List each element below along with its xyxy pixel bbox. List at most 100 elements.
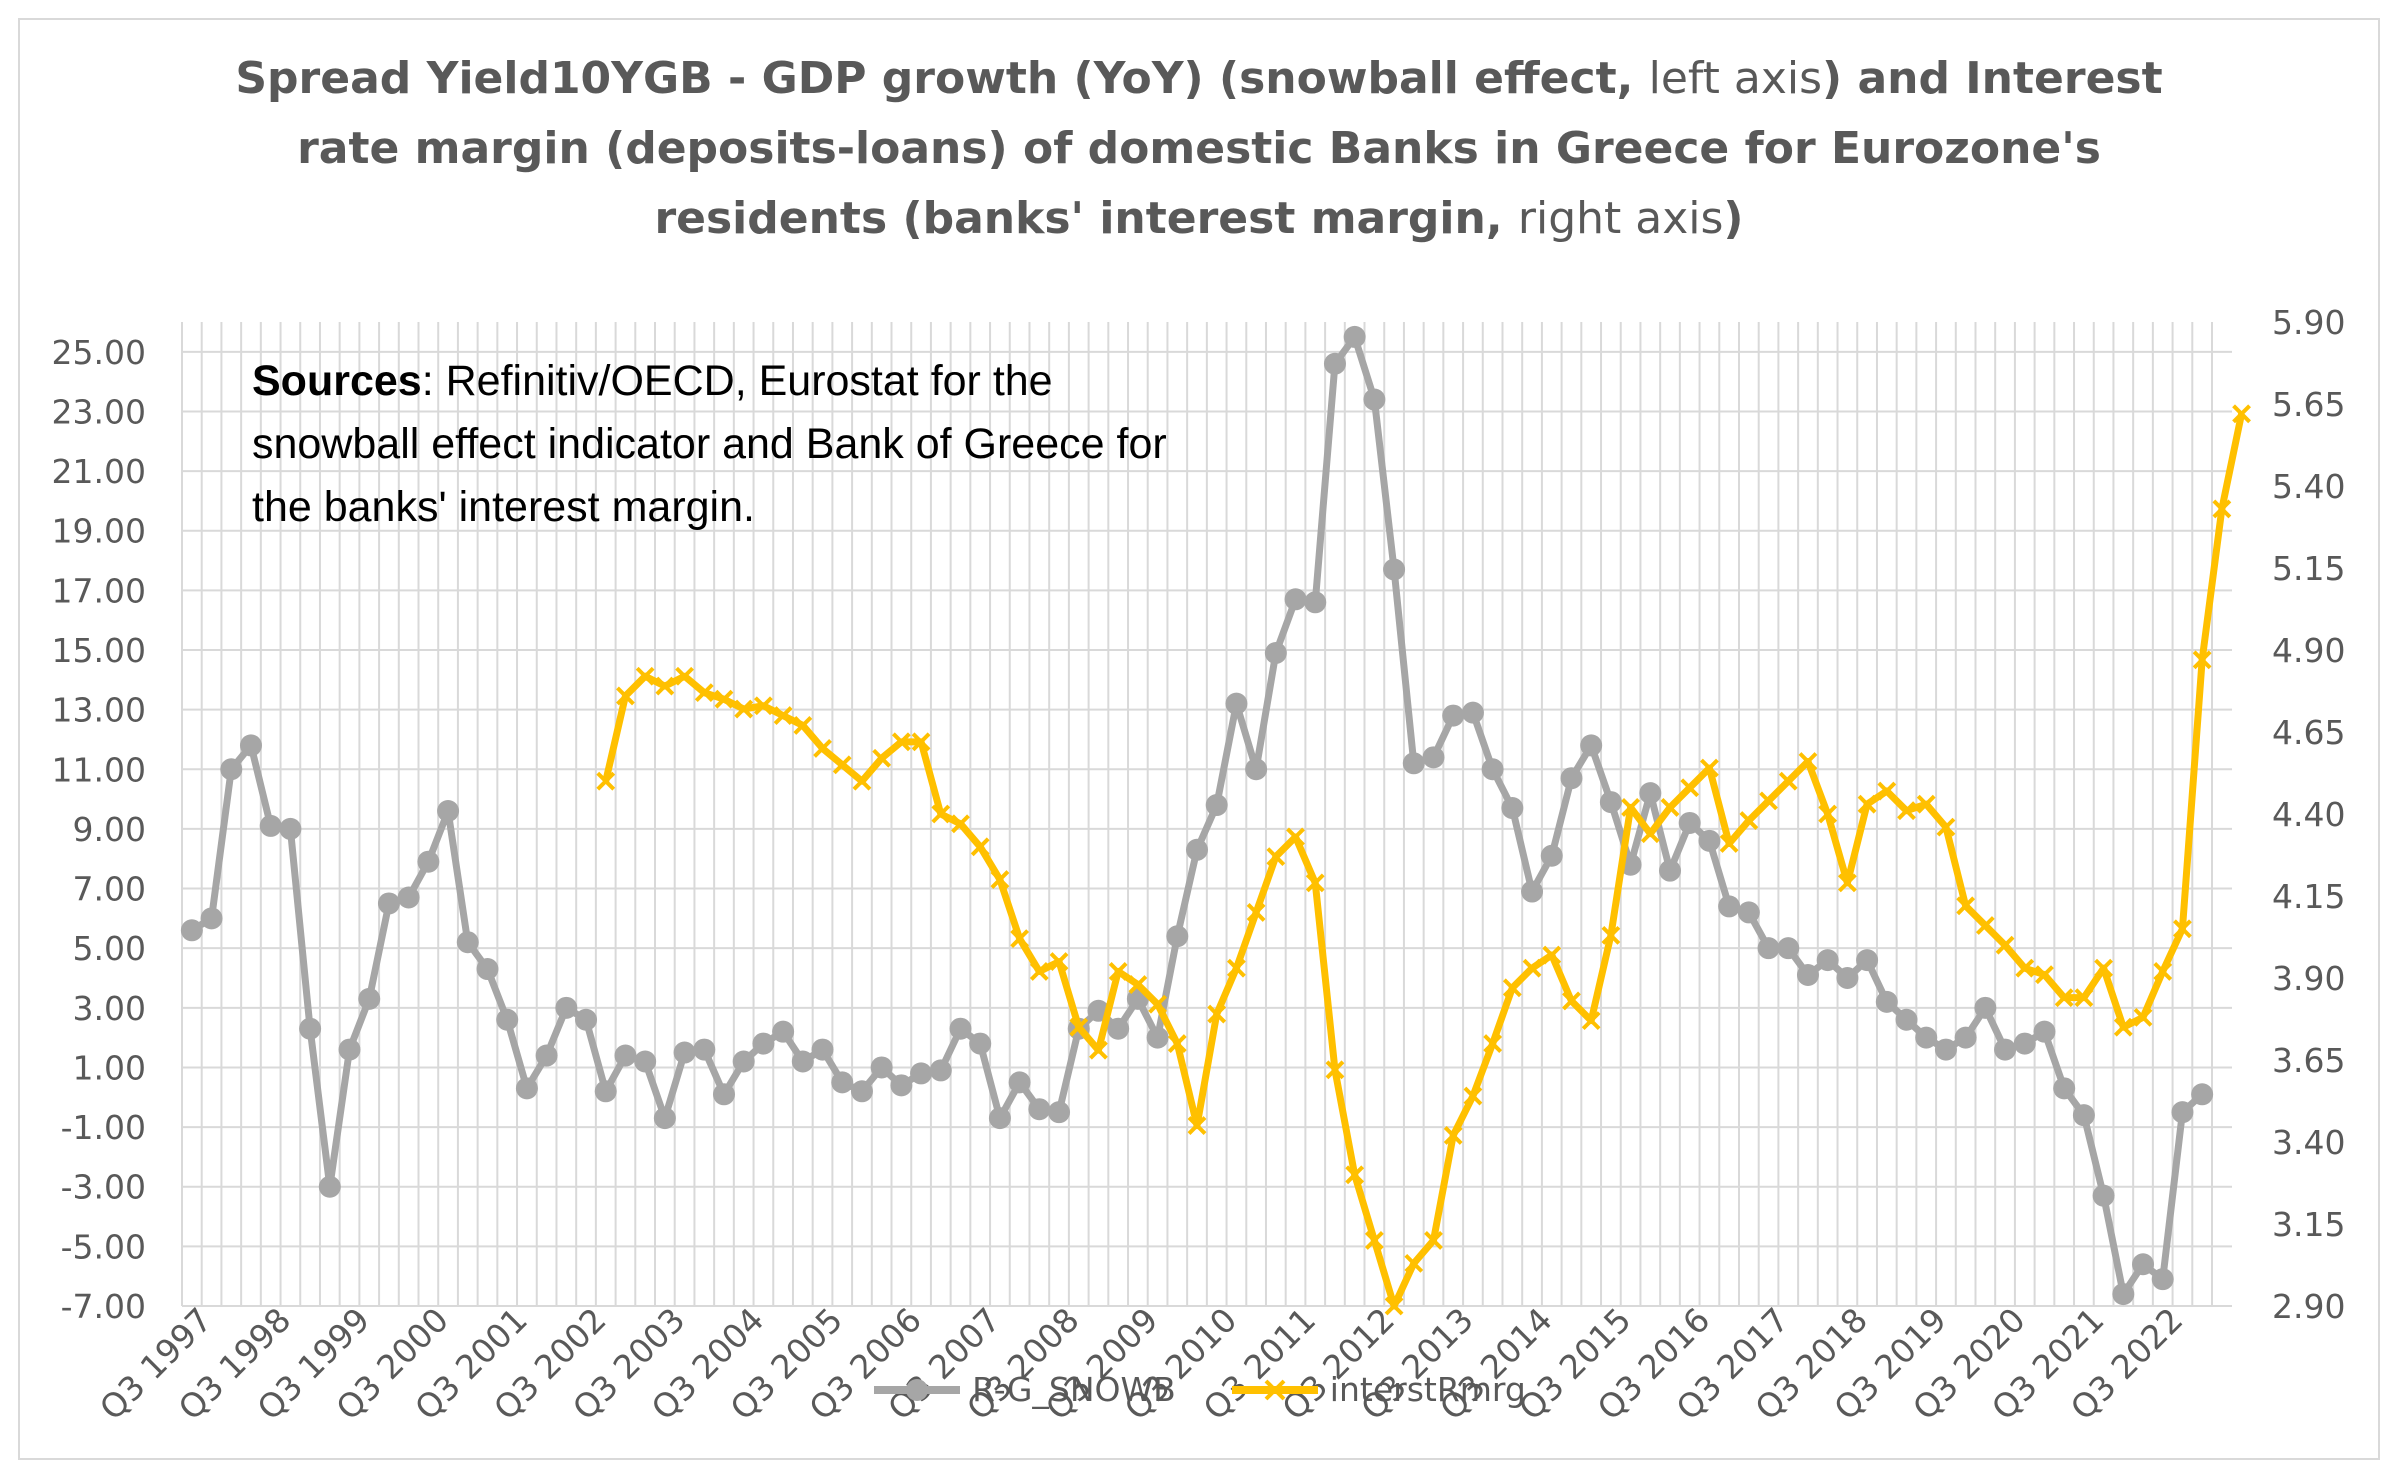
data-point-interstrmrg	[1246, 902, 1266, 922]
data-point-r-g-snowb	[456, 931, 479, 954]
data-point-interstrmrg	[1778, 771, 1798, 791]
chart-title: Spread Yield10YGB - GDP growth (YoY) (sn…	[0, 44, 2398, 254]
data-point-r-g-snowb	[1737, 901, 1760, 924]
data-point-r-g-snowb	[1343, 325, 1366, 348]
data-point-interstrmrg	[970, 837, 990, 857]
legend-marker-x	[1231, 1379, 1318, 1400]
data-point-r-g-snowb	[1186, 838, 1208, 861]
y-left-tick-label: 5.00	[73, 929, 146, 968]
data-point-interstrmrg	[2153, 962, 2173, 981]
data-point-r-g-snowb	[338, 1038, 361, 1061]
data-point-r-g-snowb	[1974, 996, 1997, 1019]
data-point-interstrmrg	[1995, 935, 2015, 955]
data-point-r-g-snowb	[1264, 641, 1287, 664]
data-point-r-g-snowb	[1284, 588, 1307, 611]
data-point-interstrmrg	[1877, 781, 1897, 801]
data-point-r-g-snowb	[693, 1038, 716, 1061]
data-point-r-g-snowb	[318, 1175, 341, 1198]
data-point-interstrmrg	[2133, 1007, 2153, 1027]
data-point-r-g-snowb	[1994, 1038, 2017, 1061]
data-point-r-g-snowb	[2092, 1184, 2115, 1207]
data-point-interstrmrg	[2173, 919, 2192, 939]
y-left-tick-label: 13.00	[52, 691, 146, 730]
y-right-tick-label: 3.90	[2272, 959, 2345, 998]
data-point-r-g-snowb	[1796, 964, 1819, 987]
y-left-tick-label: 7.00	[73, 870, 146, 909]
data-point-r-g-snowb	[1146, 1026, 1169, 1049]
data-point-interstrmrg	[1443, 1126, 1463, 1145]
data-point-interstrmrg	[2074, 988, 2094, 1008]
data-point-r-g-snowb	[949, 1017, 972, 1040]
data-point-interstrmrg	[675, 666, 694, 686]
data-point-r-g-snowb	[437, 800, 460, 823]
data-point-interstrmrg	[1798, 752, 1818, 771]
y-left-tick-label: 1.00	[73, 1048, 146, 1087]
legend-marker-circle	[874, 1378, 961, 1401]
data-point-interstrmrg	[1956, 896, 1976, 916]
data-point-r-g-snowb	[1560, 767, 1583, 790]
y-left-tick-label: -7.00	[61, 1287, 146, 1326]
data-point-r-g-snowb	[1166, 925, 1189, 948]
data-point-r-g-snowb	[239, 734, 262, 757]
data-point-interstrmrg	[1325, 1060, 1345, 1080]
data-point-interstrmrg	[1936, 817, 1956, 837]
chart-frame	[18, 18, 2380, 1460]
y-left-tick-label: 23.00	[52, 392, 146, 431]
data-point-r-g-snowb	[1580, 734, 1603, 757]
y-left-tick-label: -5.00	[61, 1227, 146, 1266]
data-point-r-g-snowb	[2171, 1101, 2194, 1124]
data-point-r-g-snowb	[1540, 844, 1563, 867]
data-point-r-g-snowb	[180, 919, 203, 942]
data-point-interstrmrg	[714, 689, 734, 709]
data-point-interstrmrg	[1759, 791, 1778, 811]
data-point-interstrmrg	[1601, 925, 1621, 945]
data-point-interstrmrg	[1029, 962, 1049, 981]
data-point-interstrmrg	[1621, 798, 1641, 817]
y-right-tick-label: 5.65	[2272, 385, 2345, 424]
data-point-r-g-snowb	[515, 1077, 538, 1100]
data-point-r-g-snowb	[1816, 949, 1839, 972]
data-point-interstrmrg	[872, 748, 892, 768]
data-point-r-g-snowb	[377, 892, 400, 915]
legend-label: interstRmrg	[1329, 1370, 1526, 1409]
data-point-interstrmrg	[951, 814, 970, 834]
data-point-interstrmrg	[1975, 916, 1995, 935]
data-point-interstrmrg	[832, 755, 852, 775]
data-point-interstrmrg	[2232, 404, 2251, 424]
data-point-r-g-snowb	[575, 1008, 598, 1031]
data-point-r-g-snowb	[1698, 829, 1721, 852]
y-right-tick-label: 3.40	[2272, 1123, 2345, 1162]
data-point-interstrmrg	[1916, 794, 1936, 814]
data-point-interstrmrg	[2094, 958, 2114, 978]
data-point-r-g-snowb	[2191, 1083, 2214, 1106]
data-point-interstrmrg	[1187, 1116, 1207, 1136]
data-point-interstrmrg	[1680, 778, 1700, 798]
data-point-interstrmrg	[793, 716, 813, 735]
data-point-r-g-snowb	[732, 1050, 755, 1073]
data-point-r-g-snowb	[850, 1080, 873, 1103]
data-point-r-g-snowb	[496, 1008, 519, 1031]
data-point-interstrmrg	[616, 686, 635, 706]
data-point-r-g-snowb	[2151, 1268, 2174, 1291]
title-part: )	[1723, 193, 1744, 244]
title-part: right axis	[1517, 193, 1724, 244]
data-point-r-g-snowb	[1915, 1026, 1938, 1049]
data-point-interstrmrg	[1069, 1017, 1089, 1037]
data-point-r-g-snowb	[1245, 758, 1268, 781]
data-point-interstrmrg	[852, 771, 872, 791]
y-right-tick-label: 4.15	[2272, 877, 2345, 916]
data-point-interstrmrg	[1049, 952, 1069, 972]
data-point-interstrmrg	[1660, 798, 1680, 817]
y-right-tick-label: 5.15	[2272, 549, 2345, 588]
data-point-interstrmrg	[635, 666, 655, 686]
data-point-interstrmrg	[2113, 1017, 2133, 1037]
data-point-r-g-snowb	[1954, 1026, 1977, 1049]
data-point-interstrmrg	[1581, 1011, 1601, 1031]
data-point-interstrmrg	[2054, 988, 2074, 1008]
data-point-interstrmrg	[655, 676, 675, 696]
data-point-r-g-snowb	[811, 1038, 834, 1061]
data-point-r-g-snowb	[476, 958, 499, 981]
y-left-tick-label: 9.00	[73, 810, 146, 849]
data-point-interstrmrg	[1522, 958, 1542, 978]
